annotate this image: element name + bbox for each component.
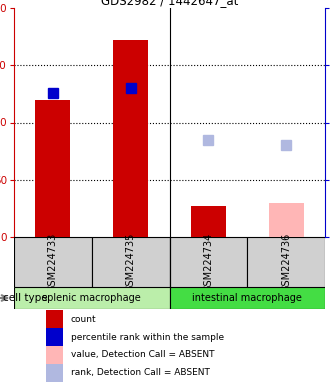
Bar xyxy=(170,237,247,287)
Title: GDS2982 / 1442647_at: GDS2982 / 1442647_at xyxy=(101,0,238,7)
Bar xyxy=(170,287,325,309)
Text: cell type: cell type xyxy=(3,293,48,303)
Bar xyxy=(14,237,92,287)
Bar xyxy=(46,346,63,364)
Text: GSM224733: GSM224733 xyxy=(48,232,58,291)
Text: splenic macrophage: splenic macrophage xyxy=(42,293,141,303)
Text: percentile rank within the sample: percentile rank within the sample xyxy=(71,333,224,341)
Text: count: count xyxy=(71,314,97,323)
Text: GSM224736: GSM224736 xyxy=(281,232,291,291)
Bar xyxy=(269,203,304,237)
Bar xyxy=(14,287,170,309)
Text: value, Detection Call = ABSENT: value, Detection Call = ABSENT xyxy=(71,351,214,359)
Bar xyxy=(191,206,226,237)
Bar xyxy=(247,237,325,287)
Bar xyxy=(35,99,70,237)
Text: GSM224735: GSM224735 xyxy=(126,232,136,292)
Bar xyxy=(92,237,170,287)
Bar xyxy=(113,40,148,237)
Text: rank, Detection Call = ABSENT: rank, Detection Call = ABSENT xyxy=(71,369,210,377)
Text: GSM224734: GSM224734 xyxy=(203,232,214,291)
Bar xyxy=(46,310,63,328)
Bar xyxy=(46,328,63,346)
Text: intestinal macrophage: intestinal macrophage xyxy=(192,293,302,303)
Bar xyxy=(46,364,63,382)
